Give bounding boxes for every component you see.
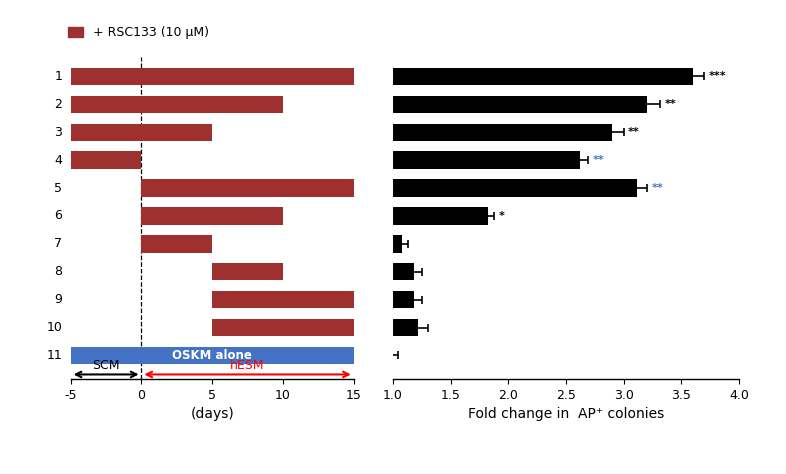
Bar (393, 319, 418, 336)
Bar (393, 124, 612, 141)
Text: **: ** (665, 100, 677, 109)
Bar (71, 68, 354, 85)
Text: *: * (499, 211, 505, 221)
Bar (212, 319, 354, 336)
Text: 9: 9 (54, 293, 62, 306)
Text: 10: 10 (46, 321, 62, 334)
Bar (393, 207, 487, 225)
Bar (71, 96, 283, 113)
Text: 2: 2 (54, 98, 62, 111)
Bar (71, 347, 354, 364)
Text: **: ** (593, 155, 604, 165)
Text: 7: 7 (54, 237, 62, 250)
Text: ***: *** (709, 72, 726, 82)
Bar (141, 179, 354, 197)
Text: 1: 1 (54, 70, 62, 83)
X-axis label: Fold change in  AP⁺ colonies: Fold change in AP⁺ colonies (468, 408, 664, 421)
Text: 4: 4 (54, 154, 62, 167)
Text: hESM: hESM (230, 359, 265, 372)
Bar (393, 235, 402, 253)
Bar (71, 124, 212, 141)
Text: 6: 6 (54, 210, 62, 222)
Bar (393, 96, 647, 113)
Text: 11: 11 (46, 349, 62, 362)
Bar (141, 207, 283, 225)
Text: 3: 3 (54, 126, 62, 139)
Bar (393, 68, 692, 85)
Text: SCM: SCM (93, 359, 119, 372)
Bar (212, 263, 283, 281)
Bar (71, 152, 141, 169)
Bar (393, 179, 637, 197)
X-axis label: (days): (days) (190, 408, 234, 421)
Text: 8: 8 (54, 265, 62, 278)
Text: 5: 5 (54, 182, 62, 194)
Bar (212, 291, 354, 308)
Bar (141, 235, 212, 253)
Bar (393, 152, 580, 169)
Text: **: ** (652, 183, 663, 193)
Legend: + RSC133 (10 μM): + RSC133 (10 μM) (63, 21, 214, 44)
Bar (393, 263, 413, 281)
Text: OSKM alone: OSKM alone (172, 349, 252, 362)
Bar (393, 291, 413, 308)
Text: **: ** (628, 127, 640, 137)
